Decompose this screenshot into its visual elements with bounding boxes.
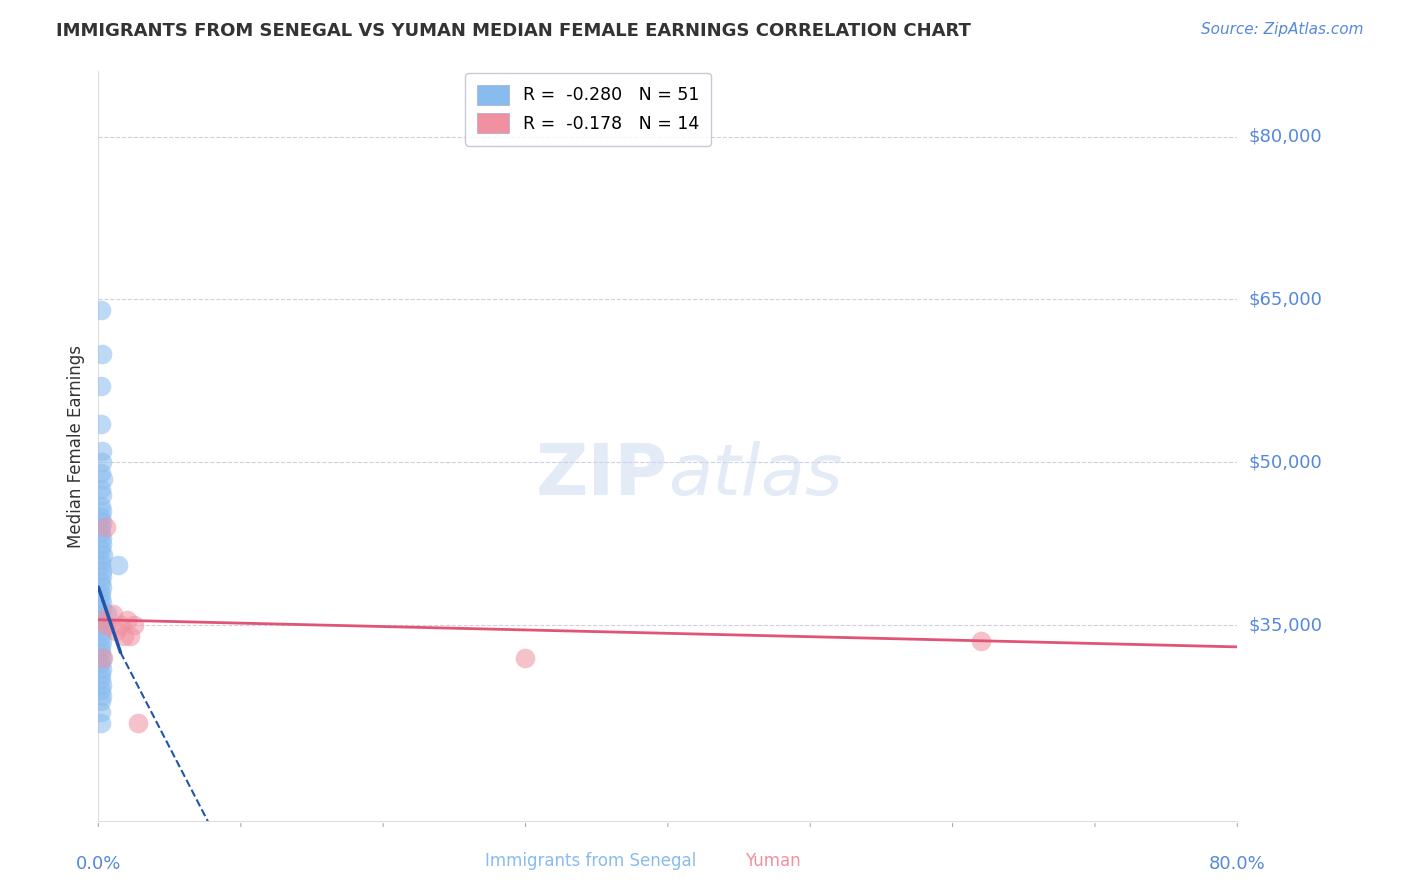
Text: Yuman: Yuman [745, 852, 801, 870]
Point [90, 694, 112, 708]
Point [90, 504, 112, 518]
Point [90, 640, 112, 654]
Point [94, 618, 117, 632]
Point [110, 618, 132, 632]
Y-axis label: Median Female Earnings: Median Female Earnings [66, 344, 84, 548]
Text: 0.0%: 0.0% [76, 855, 121, 873]
Point [91, 602, 114, 616]
Point [90, 673, 112, 687]
Point [94, 520, 117, 534]
Point [127, 715, 149, 730]
Text: 80.0%: 80.0% [1209, 855, 1265, 873]
Point [91, 624, 114, 638]
Point [107, 558, 129, 573]
Point [96, 607, 118, 622]
Point [90, 678, 112, 692]
Point [90, 591, 112, 605]
Text: Immigrants from Senegal: Immigrants from Senegal [485, 852, 696, 870]
Point [90, 650, 112, 665]
Point [91, 515, 114, 529]
Point [118, 629, 141, 643]
Point [91, 548, 114, 562]
Point [90, 303, 112, 318]
Point [90, 597, 112, 611]
Point [90, 618, 112, 632]
Point [90, 656, 112, 670]
Point [91, 634, 114, 648]
Text: $65,000: $65,000 [1249, 291, 1322, 309]
Text: atlas: atlas [668, 442, 842, 510]
Point [122, 618, 145, 632]
Point [90, 509, 112, 524]
Point [90, 558, 112, 573]
Point [970, 634, 993, 648]
Point [91, 455, 114, 469]
Point [104, 624, 127, 638]
Point [90, 520, 112, 534]
Text: Source: ZipAtlas.com: Source: ZipAtlas.com [1201, 22, 1364, 37]
Point [91, 347, 114, 361]
Point [115, 613, 138, 627]
Text: $35,000: $35,000 [1249, 616, 1323, 634]
Point [91, 472, 114, 486]
Point [91, 569, 114, 583]
Point [90, 379, 112, 393]
Point [101, 607, 124, 622]
Point [90, 553, 112, 567]
Point [90, 499, 112, 513]
Point [90, 629, 112, 643]
Text: ZIP: ZIP [536, 442, 668, 510]
Point [112, 629, 135, 643]
Point [90, 564, 112, 578]
Point [90, 613, 112, 627]
Point [90, 466, 112, 480]
Point [90, 705, 112, 719]
Point [90, 525, 112, 540]
Point [91, 662, 114, 676]
Point [90, 607, 112, 622]
Point [90, 537, 112, 551]
Point [91, 531, 114, 545]
Text: IMMIGRANTS FROM SENEGAL VS YUMAN MEDIAN FEMALE EARNINGS CORRELATION CHART: IMMIGRANTS FROM SENEGAL VS YUMAN MEDIAN … [56, 22, 972, 40]
Point [91, 488, 114, 502]
Point [90, 483, 112, 497]
Point [90, 417, 112, 432]
Point [90, 542, 112, 557]
Text: $80,000: $80,000 [1249, 128, 1322, 145]
Point [90, 683, 112, 698]
Point [90, 613, 112, 627]
Point [515, 650, 537, 665]
Point [90, 444, 112, 458]
Legend: R =  -0.280   N = 51, R =  -0.178   N = 14: R = -0.280 N = 51, R = -0.178 N = 14 [465, 72, 711, 145]
Point [91, 580, 114, 594]
Point [90, 645, 112, 659]
Point [90, 585, 112, 599]
Point [90, 574, 112, 589]
Text: $50,000: $50,000 [1249, 453, 1322, 471]
Point [90, 715, 112, 730]
Point [90, 667, 112, 681]
Point [91, 650, 114, 665]
Point [91, 689, 114, 703]
